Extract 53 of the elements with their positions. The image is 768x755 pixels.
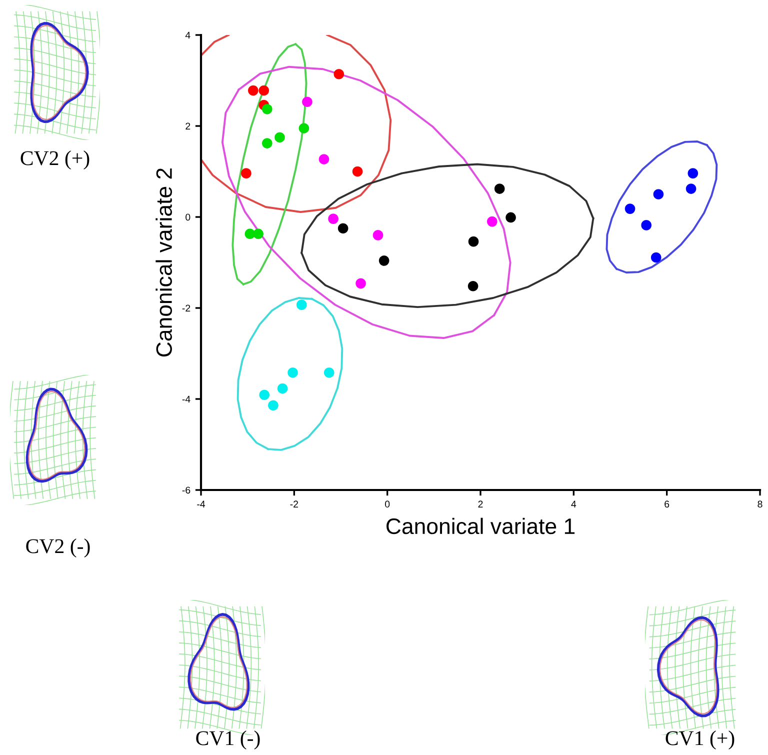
point: [468, 281, 478, 292]
point: [241, 168, 252, 178]
point: [288, 367, 298, 378]
text: CV1 (+): [666, 730, 734, 750]
point: [653, 189, 664, 200]
point: [298, 123, 310, 134]
text: CV1 (-): [196, 730, 260, 750]
point: [302, 96, 312, 108]
point: [259, 390, 270, 400]
point: [258, 85, 270, 96]
point: [352, 166, 363, 177]
point: [334, 68, 344, 80]
point: [624, 204, 636, 214]
point: [650, 252, 662, 263]
point: [372, 230, 384, 240]
point: [262, 138, 272, 148]
point: [688, 168, 698, 178]
y-tick-label: 4: [185, 32, 190, 39]
point: [268, 400, 278, 411]
x-tick-label: 6: [664, 500, 670, 508]
y-tick-label: -6: [182, 486, 190, 494]
text: CV2 (-): [26, 538, 90, 558]
point: [253, 228, 264, 239]
x-tick-label: 8: [758, 500, 762, 508]
point: [486, 216, 498, 227]
point: [468, 236, 479, 247]
point: [262, 104, 272, 114]
point: [274, 132, 285, 143]
point: [324, 367, 334, 378]
x-tick-label: -2: [290, 500, 298, 508]
point: [641, 220, 652, 230]
y-axis-title: Canonical variate 2: [156, 168, 172, 356]
point: [248, 85, 258, 96]
x-tick-label: 0: [385, 500, 390, 508]
x-tick-label: 4: [571, 500, 576, 508]
text: CV2 (+): [20, 150, 90, 170]
point: [296, 300, 307, 310]
y-tick-label: -2: [182, 304, 190, 312]
point: [378, 256, 390, 266]
x-axis-title: Canonical variate 1: [386, 518, 575, 534]
point: [494, 184, 505, 194]
y-tick-label: -4: [182, 396, 190, 403]
point: [506, 212, 516, 223]
point: [356, 278, 366, 289]
point: [686, 184, 696, 194]
y-tick-label: 0: [186, 214, 190, 221]
point: [318, 154, 330, 164]
point: [277, 383, 288, 394]
point: [328, 214, 338, 224]
y-tick-label: 2: [186, 122, 190, 130]
x-tick-label: -4: [197, 500, 206, 508]
point: [338, 223, 348, 234]
x-tick-label: 2: [478, 500, 483, 508]
